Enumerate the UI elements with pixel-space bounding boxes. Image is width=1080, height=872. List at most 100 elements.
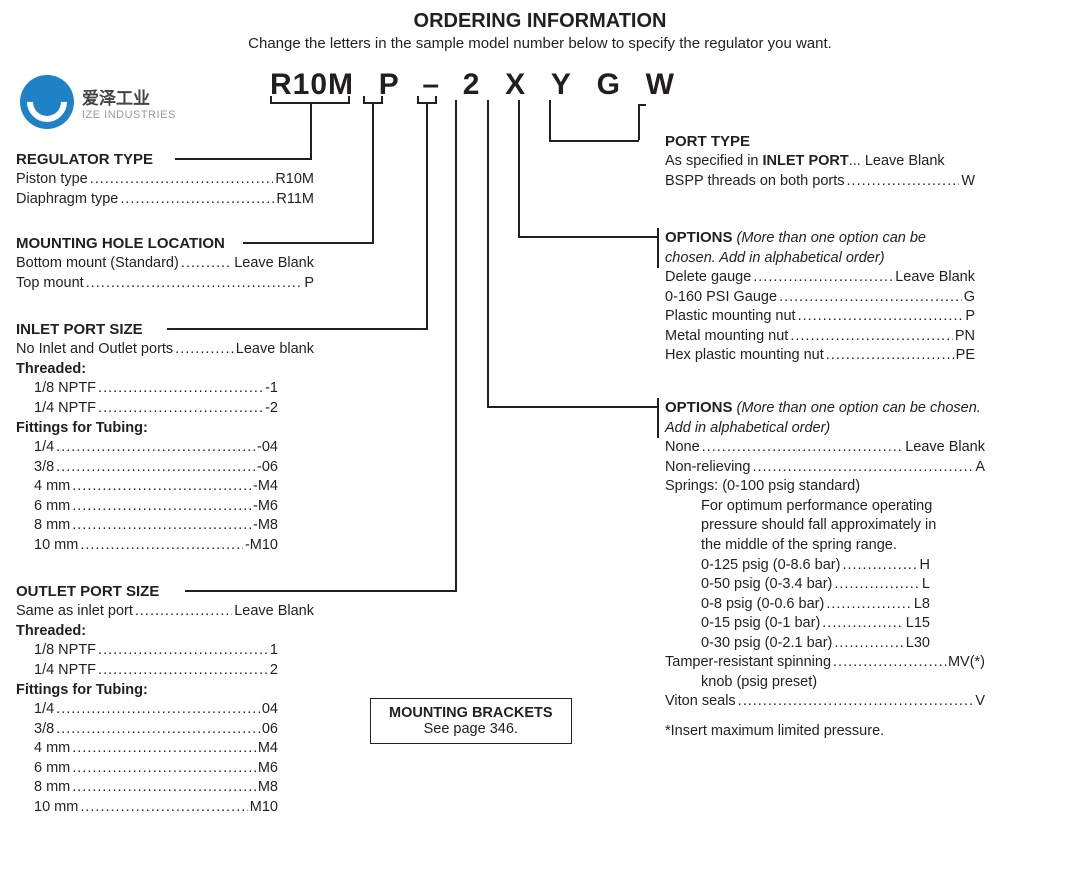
- option-row: 8 mm-M8: [16, 516, 278, 536]
- model-dash: –: [422, 68, 440, 102]
- option-value: -06: [255, 458, 278, 478]
- option-label: 4 mm: [34, 477, 70, 497]
- option-row: 8 mmM8: [16, 778, 278, 798]
- option-value: Leave blank: [234, 340, 314, 360]
- regulator-type-head: REGULATOR TYPE: [16, 150, 314, 170]
- option-value: -M4: [251, 477, 278, 497]
- option-value: R11M: [274, 190, 314, 210]
- option-label: Piston type: [16, 170, 88, 190]
- option-value: L: [920, 575, 930, 595]
- option-value: G: [962, 288, 975, 308]
- option-label: 0-8 psig (0-0.6 bar): [701, 595, 824, 615]
- dot-leader: [84, 274, 303, 294]
- option-value: R10M: [273, 170, 314, 190]
- option-value: M6: [256, 759, 278, 779]
- option-row: Bottom mount (Standard)Leave Blank: [16, 254, 314, 274]
- option-value: W: [959, 172, 975, 192]
- model-segment-base: R10M: [270, 68, 354, 102]
- option-row: 10 mm-M10: [16, 536, 278, 556]
- option-value: M4: [256, 739, 278, 759]
- connector: [426, 102, 428, 328]
- logo-icon: [20, 75, 74, 129]
- connector: [363, 96, 365, 104]
- dot-leader: [118, 190, 274, 210]
- option-value: Leave Blank: [903, 438, 985, 458]
- option-value: -M10: [243, 536, 278, 556]
- option-label: None: [665, 438, 700, 458]
- company-logo: 爱泽工业 IZE INDUSTRIES: [20, 75, 176, 129]
- option-value: L15: [904, 614, 930, 634]
- option-value: 04: [260, 700, 278, 720]
- option-value: A: [973, 458, 985, 478]
- dot-leader: [70, 778, 256, 798]
- dot-leader: [832, 575, 920, 595]
- logo-english: IZE INDUSTRIES: [82, 109, 176, 121]
- connector: [175, 158, 312, 160]
- page-subtitle: Change the letters in the sample model n…: [0, 35, 1080, 52]
- option-row: Metal mounting nut PN: [665, 327, 975, 347]
- option-label: Delete gauge: [665, 268, 751, 288]
- option-row: 1/4 04: [16, 700, 278, 720]
- connector: [549, 140, 639, 142]
- connector: [487, 406, 658, 408]
- port-type-head: PORT TYPE: [665, 132, 975, 152]
- option-row: Viton seals V: [665, 692, 985, 712]
- option-row: 1/4-04: [16, 438, 278, 458]
- option-value: -M6: [251, 497, 278, 517]
- dot-leader: [54, 458, 255, 478]
- option-label: Top mount: [16, 274, 84, 294]
- connector: [270, 96, 272, 104]
- option-value: L30: [904, 634, 930, 654]
- option-label: 3/8: [34, 720, 54, 740]
- dot-leader: [700, 438, 904, 458]
- option-row: 1/8 NPTF 1: [16, 641, 278, 661]
- option-label: 0-160 PSI Gauge: [665, 288, 777, 308]
- section-port-type: PORT TYPE As specified in INLET PORT... …: [665, 132, 975, 191]
- dot-leader: [796, 307, 964, 327]
- option-label: Metal mounting nut: [665, 327, 788, 347]
- dot-leader: [70, 739, 256, 759]
- option-row: 6 mmM6: [16, 759, 278, 779]
- option-row: 0-125 psig (0-8.6 bar) H: [665, 556, 930, 576]
- model-segment-options2: Y: [551, 68, 572, 102]
- options2-footnote: *Insert maximum limited pressure.: [665, 722, 985, 742]
- option-value: Leave Blank: [893, 268, 975, 288]
- dot-leader: [824, 595, 912, 615]
- mounting-brackets-title: MOUNTING BRACKETS: [389, 705, 553, 721]
- option-label: Tamper-resistant spinning: [665, 653, 831, 673]
- option-value: M8: [256, 778, 278, 798]
- option-label: 0-15 psig (0-1 bar): [701, 614, 820, 634]
- options2-springs-note: For optimum performance operating pressu…: [665, 497, 945, 556]
- option-label: No Inlet and Outlet ports: [16, 340, 173, 360]
- dot-leader: [54, 438, 255, 458]
- option-value: PN: [953, 327, 975, 347]
- dot-leader: [173, 340, 234, 360]
- option-row: Plastic mounting nut P: [665, 307, 975, 327]
- option-row: Delete gauge Leave Blank: [665, 268, 975, 288]
- section-options-2: OPTIONS (More than one option can be cho…: [665, 398, 985, 742]
- dot-leader: [820, 614, 904, 634]
- option-row: No Inlet and Outlet ports Leave blank: [16, 340, 314, 360]
- option-row: 4 mmM4: [16, 739, 278, 759]
- option-value: -1: [263, 379, 278, 399]
- option-row: BSPP threads on both ports W: [665, 172, 975, 192]
- option-row: 6 mm-M6: [16, 497, 278, 517]
- mounting-brackets-text: See page 346.: [389, 721, 553, 737]
- dot-leader: [751, 268, 893, 288]
- option-label: Diaphragm type: [16, 190, 118, 210]
- option-row: 0-15 psig (0-1 bar) L15: [665, 614, 930, 634]
- dot-leader: [54, 700, 260, 720]
- dot-leader: [133, 602, 232, 622]
- inlet-threaded-label: Threaded:: [16, 360, 314, 380]
- option-label: 8 mm: [34, 516, 70, 536]
- option-label: 1/8 NPTF: [34, 641, 96, 661]
- option-value: Leave Blank: [232, 602, 314, 622]
- connector: [487, 100, 489, 406]
- inlet-port-head: INLET PORT SIZE: [16, 320, 314, 340]
- connector: [310, 102, 312, 158]
- mounting-brackets-box: MOUNTING BRACKETS See page 346.: [370, 698, 572, 744]
- dot-leader: [831, 653, 946, 673]
- option-row: 1/8 NPTF -1: [16, 379, 278, 399]
- section-inlet-port: INLET PORT SIZE No Inlet and Outlet port…: [16, 320, 314, 555]
- dot-leader: [845, 172, 960, 192]
